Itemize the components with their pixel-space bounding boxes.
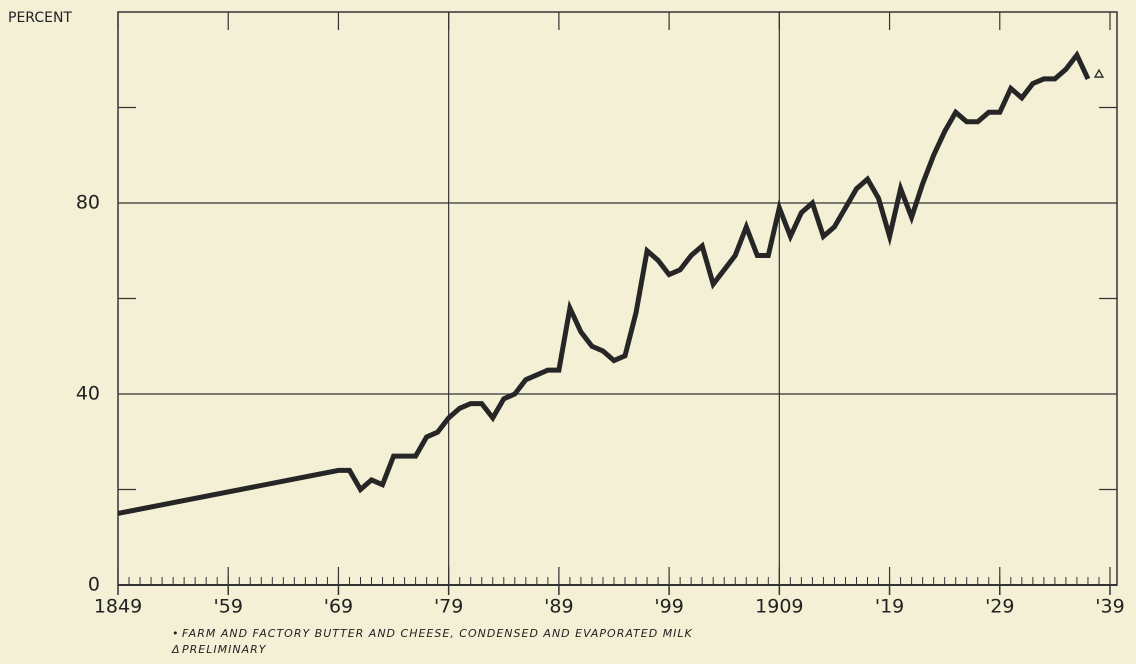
footnote: FARM AND FACTORY BUTTER AND CHEESE, COND… xyxy=(182,627,693,640)
data-line xyxy=(117,50,1091,516)
x-tick-label: '69 xyxy=(324,596,353,618)
footnote-marker: • xyxy=(172,627,180,640)
x-tick-label: '89 xyxy=(544,596,573,618)
x-tick-label: '19 xyxy=(875,596,904,618)
x-tick-label: '29 xyxy=(985,596,1014,618)
x-tick-label: '39 xyxy=(1095,596,1124,618)
y-tick-label: 80 xyxy=(76,192,100,214)
x-tick-label: 1849 xyxy=(94,596,142,618)
y-tick-label: 0 xyxy=(88,574,100,596)
y-axis-label: PERCENT xyxy=(8,10,72,26)
x-tick-label: '99 xyxy=(654,596,683,618)
x-tick-label: '59 xyxy=(214,596,243,618)
y-tick-label: 40 xyxy=(76,383,100,405)
x-tick-label: '79 xyxy=(434,596,463,618)
x-tick-label: 1909 xyxy=(755,596,803,618)
footnote: PRELIMINARY xyxy=(182,643,267,656)
footnote-marker: Δ xyxy=(171,643,181,656)
preliminary-marker xyxy=(1093,68,1105,78)
